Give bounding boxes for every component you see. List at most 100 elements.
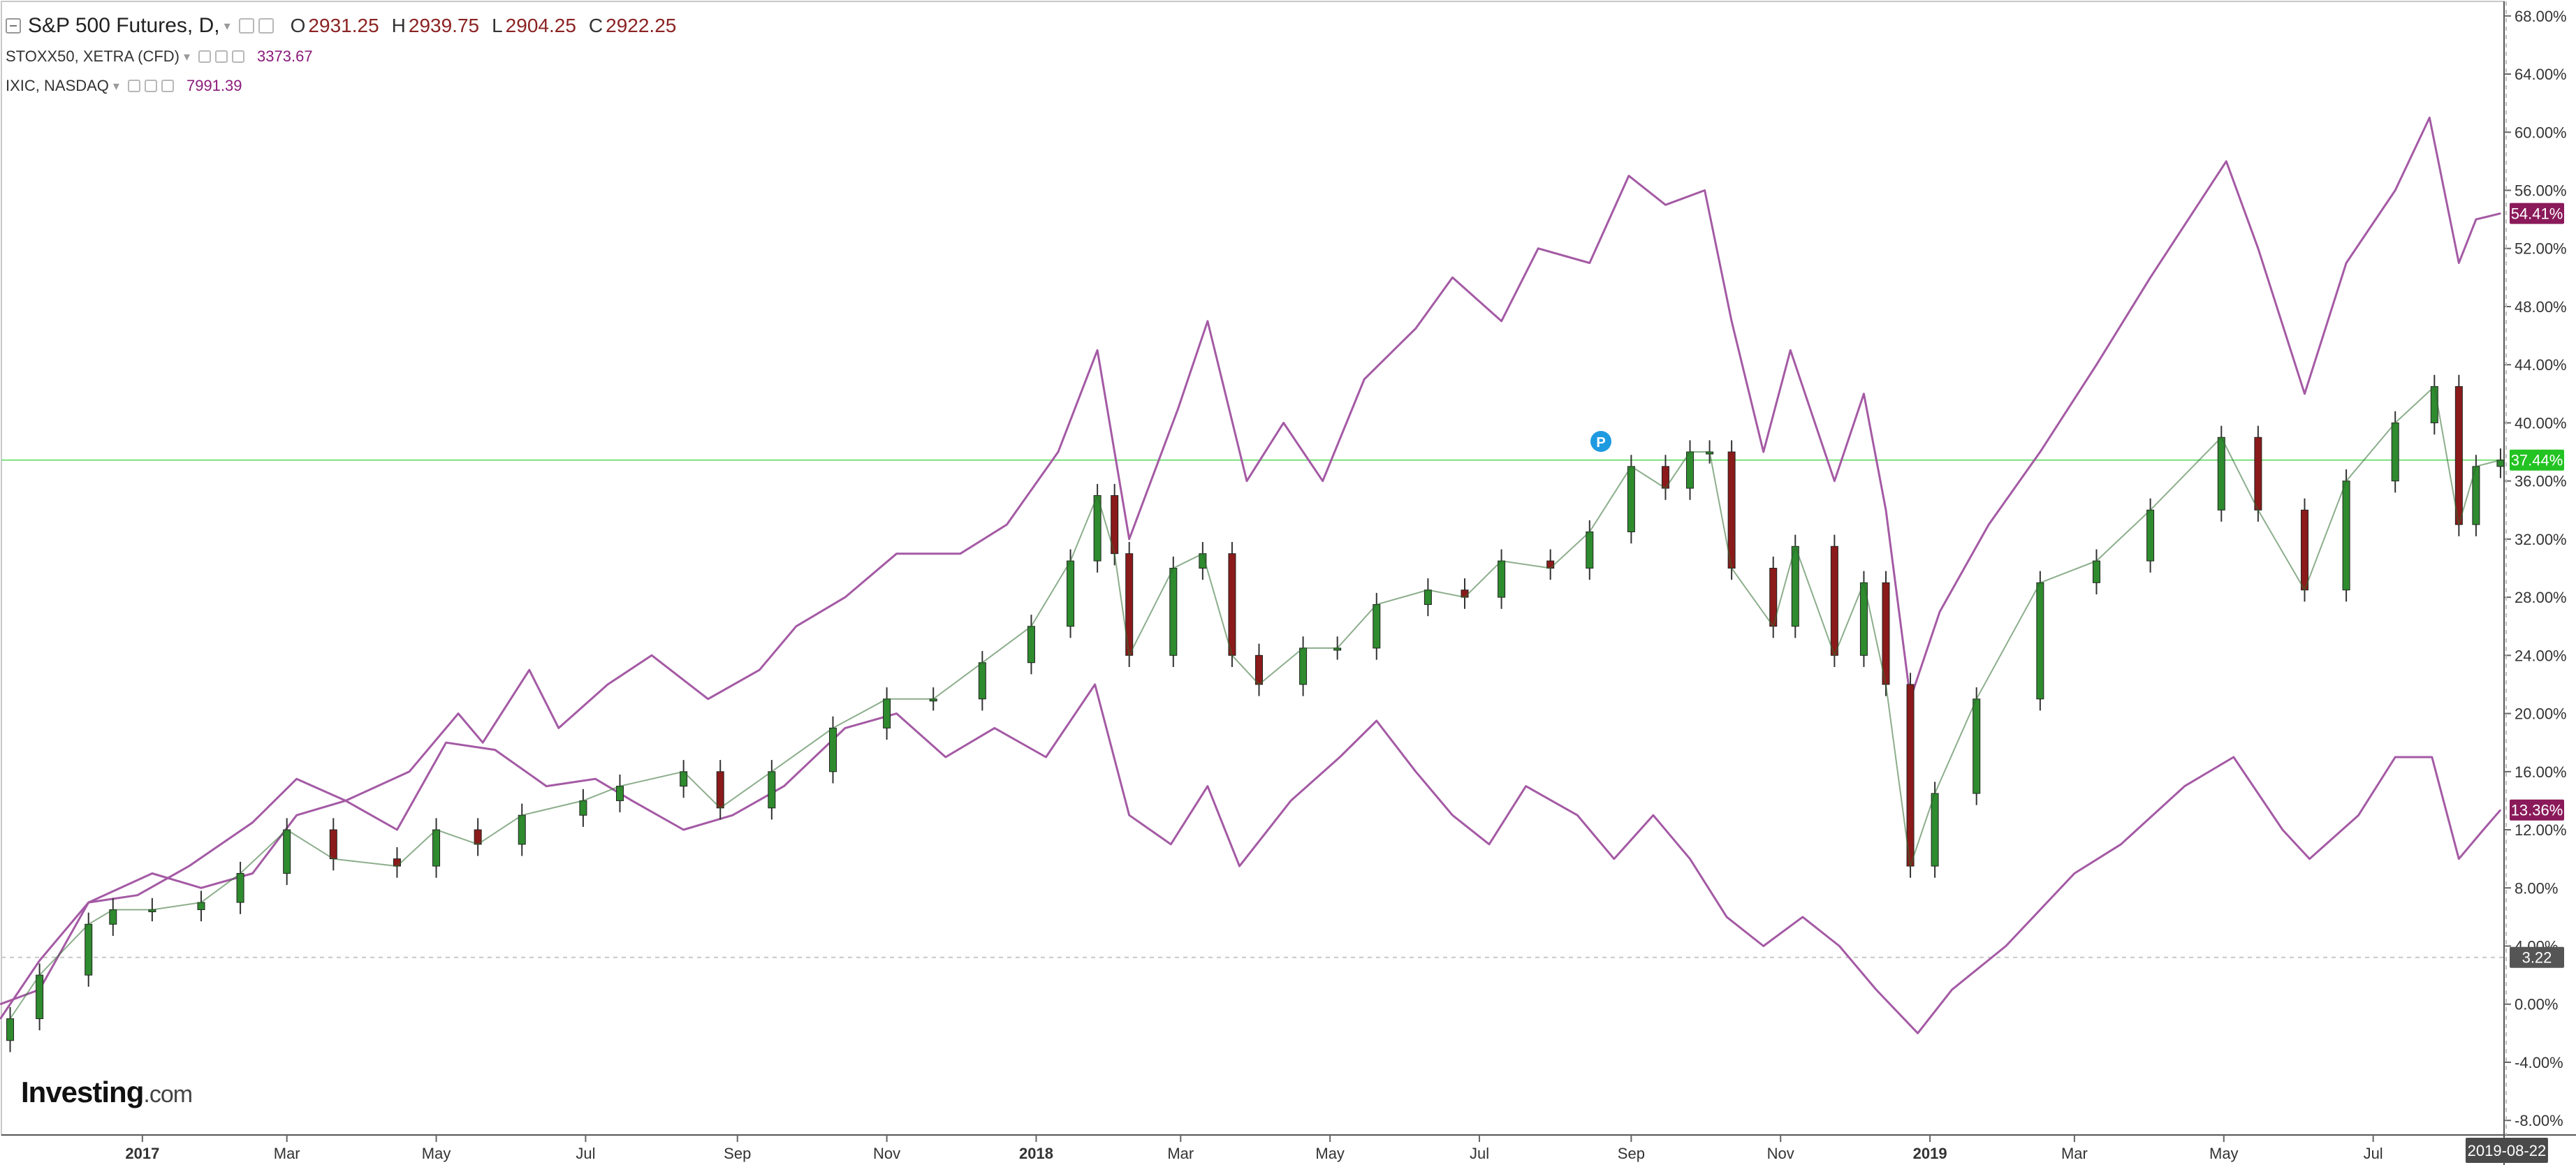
candle[interactable]	[1686, 451, 1695, 489]
series-point	[1951, 989, 1953, 990]
main-series-dropdown-icon[interactable]: ▾	[224, 18, 230, 33]
ohlc-close-value: 2922.25	[606, 15, 677, 36]
candle[interactable]	[2391, 422, 2399, 482]
series-point	[2120, 844, 2122, 845]
legend-compare-stoxx[interactable]: STOXX50, XETRA (CFD) ▾ 3373.67	[6, 47, 313, 66]
candle[interactable]	[1424, 589, 1432, 606]
candle[interactable]	[2254, 437, 2262, 511]
candle[interactable]	[393, 858, 401, 867]
candle[interactable]	[85, 923, 93, 976]
compare-stoxx-dropdown-icon[interactable]: ▾	[183, 49, 191, 64]
candle[interactable]	[1027, 626, 1035, 664]
x-tick-label: Nov	[1767, 1145, 1794, 1162]
price-label-text: 54.41%	[2511, 205, 2563, 223]
series-point	[1451, 814, 1454, 816]
series-point	[1178, 407, 1179, 409]
candle[interactable]	[2146, 509, 2155, 562]
candle[interactable]	[6, 1018, 15, 1041]
candle[interactable]	[828, 727, 837, 772]
series-point	[707, 698, 709, 700]
series-point	[1988, 524, 1990, 525]
candle[interactable]	[36, 974, 44, 1020]
candle[interactable]	[329, 829, 337, 860]
candle[interactable]	[1906, 684, 1915, 867]
series-point	[528, 669, 530, 671]
settings-icon[interactable]	[258, 18, 274, 34]
candle[interactable]	[1255, 654, 1263, 685]
candle[interactable]	[1931, 793, 1939, 867]
candle[interactable]	[1169, 568, 1178, 656]
visibility-icon[interactable]	[238, 18, 254, 34]
legend-main-series[interactable]: S&P 500 Futures, D, ▾ O 2931.25 H 2939.75 …	[6, 14, 676, 38]
candle[interactable]	[883, 698, 891, 728]
x-tick-label: May	[422, 1145, 451, 1162]
candle[interactable]	[615, 786, 624, 801]
series-point	[2282, 829, 2283, 830]
candle[interactable]	[978, 662, 986, 700]
compare-ixic-name[interactable]: IXIC, NASDAQ	[6, 77, 109, 94]
settings-icon[interactable]	[144, 80, 157, 92]
compare-ixic-dropdown-icon[interactable]: ▾	[112, 78, 119, 93]
candle[interactable]	[1228, 553, 1236, 656]
candle[interactable]	[283, 829, 291, 874]
settings-icon[interactable]	[215, 50, 228, 63]
candle[interactable]	[1627, 466, 1635, 532]
candle[interactable]	[768, 771, 776, 809]
candle[interactable]	[1973, 698, 1981, 794]
series-point	[2257, 247, 2259, 249]
candle[interactable]	[2217, 437, 2225, 511]
candle[interactable]	[1791, 545, 1799, 627]
x-tick-label: 2018	[1019, 1145, 1053, 1162]
close-icon[interactable]	[161, 80, 174, 92]
candle[interactable]	[197, 902, 205, 910]
candle[interactable]	[2496, 460, 2505, 467]
series-point	[2458, 262, 2460, 264]
visibility-icon[interactable]	[127, 80, 140, 92]
y-tick-label: 0.00%	[2515, 996, 2558, 1013]
candle[interactable]	[236, 872, 244, 903]
series-line-stoxx50[interactable]	[0, 683, 2502, 1034]
candle[interactable]	[1067, 560, 1075, 627]
candle[interactable]	[2342, 481, 2350, 591]
price-label-text: 13.36%	[2511, 802, 2563, 819]
series-point	[1488, 844, 1490, 845]
series-point	[1094, 684, 1096, 685]
compare-stoxx-name[interactable]: STOXX50, XETRA (CFD)	[6, 47, 180, 65]
visibility-icon[interactable]	[198, 50, 212, 63]
candle[interactable]	[2092, 560, 2100, 583]
candle[interactable]	[579, 800, 587, 816]
legend-compare-ixic[interactable]: IXIC, NASDAQ ▾ 7991.39	[6, 77, 242, 95]
candle[interactable]	[2454, 386, 2463, 525]
candle[interactable]	[1299, 647, 1308, 685]
candle[interactable]	[2036, 582, 2044, 700]
ohlc-open-value: 2931.25	[308, 15, 379, 36]
candle[interactable]	[1498, 560, 1506, 598]
series-point	[2394, 189, 2396, 191]
candle[interactable]	[518, 814, 526, 845]
main-series-title[interactable]: S&P 500 Futures, D,	[28, 14, 220, 37]
series-line-ixic[interactable]	[0, 117, 2501, 1020]
x-tick-label: Sep	[1618, 1145, 1645, 1162]
candle[interactable]	[2300, 509, 2308, 591]
event-marker[interactable]	[1590, 431, 1611, 452]
series-point	[1731, 320, 1732, 322]
candle[interactable]	[1546, 560, 1555, 569]
candle[interactable]	[1586, 531, 1594, 569]
current-date-box	[2465, 1138, 2548, 1163]
candle[interactable]	[1882, 582, 1890, 685]
price-label-box	[2510, 203, 2564, 224]
series-point	[844, 727, 846, 729]
candle[interactable]	[716, 771, 724, 809]
candle[interactable]	[1727, 451, 1736, 569]
series-point	[1339, 756, 1340, 758]
candle[interactable]	[2430, 386, 2438, 423]
series-point	[1939, 611, 1940, 613]
candle[interactable]	[1830, 545, 1838, 656]
candle[interactable]	[1373, 604, 1381, 649]
y-tick-label: 68.00%	[2515, 8, 2567, 25]
close-icon[interactable]	[232, 50, 245, 63]
candle[interactable]	[432, 829, 441, 867]
collapse-legend-icon[interactable]	[6, 18, 21, 34]
